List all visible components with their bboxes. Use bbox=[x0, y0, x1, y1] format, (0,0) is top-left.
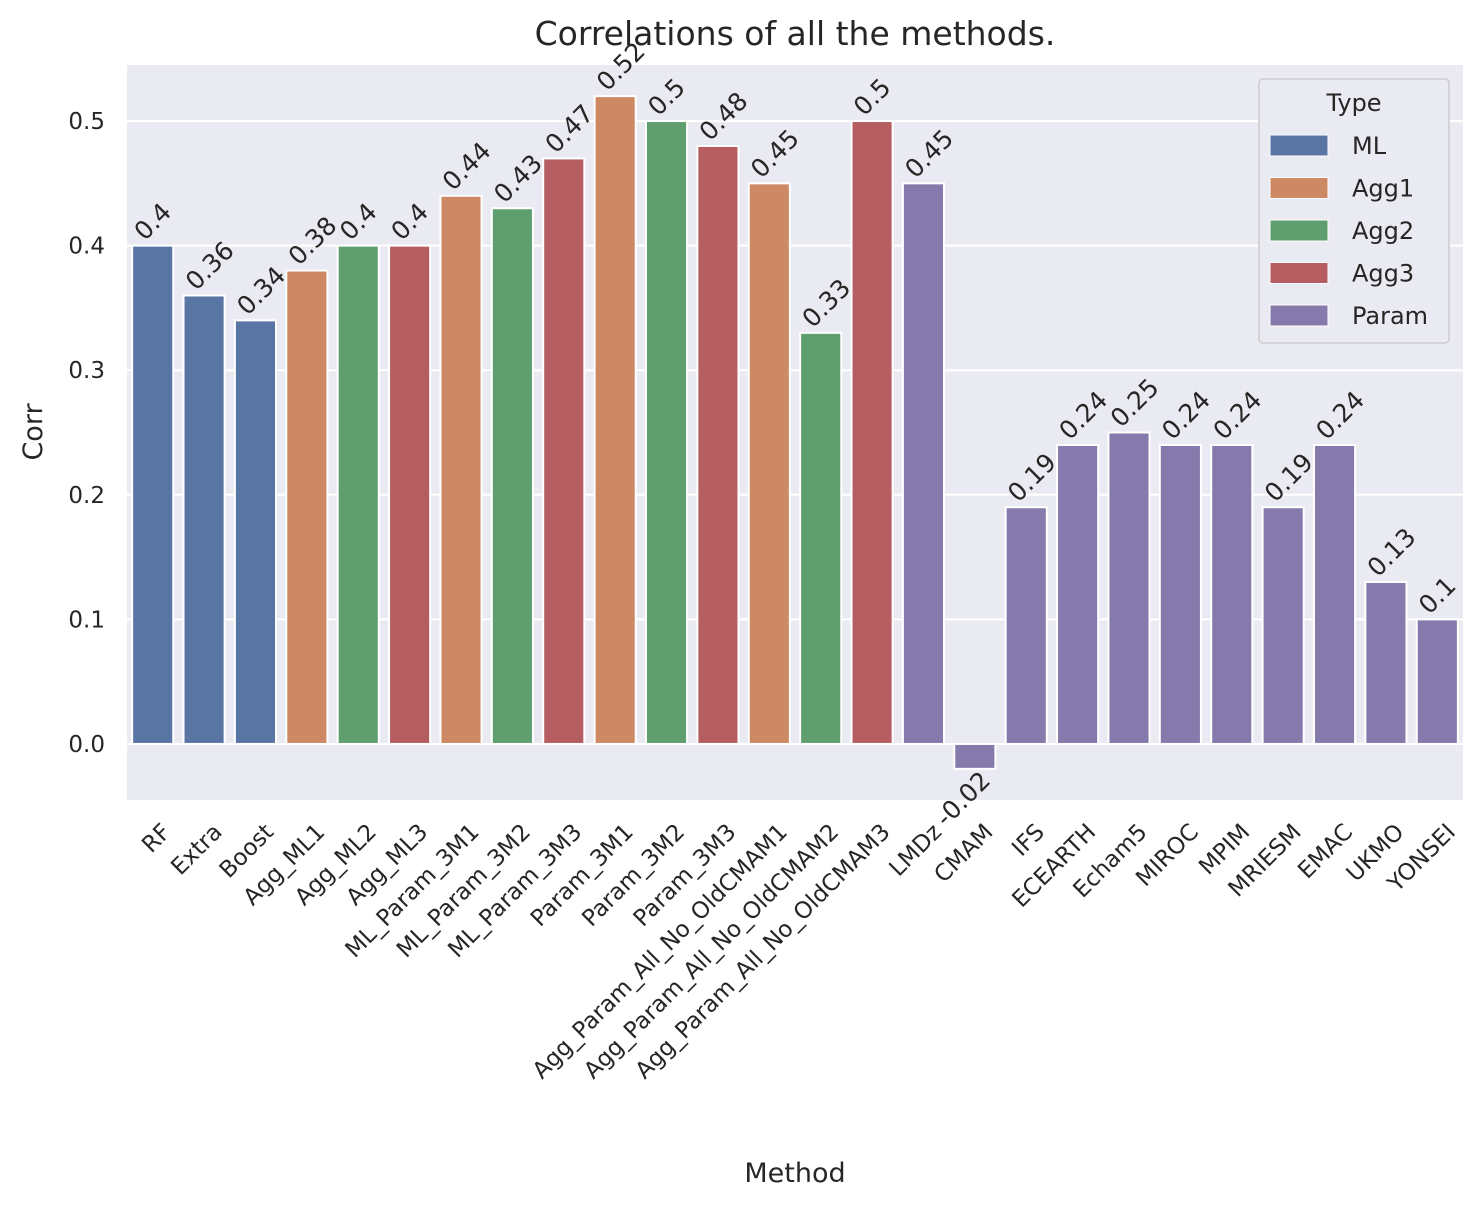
x-tick-label: Extra bbox=[166, 819, 227, 880]
bar bbox=[439, 194, 483, 745]
legend-swatch bbox=[1269, 262, 1329, 284]
bar bbox=[799, 331, 843, 745]
y-axis-title: Corr bbox=[18, 403, 49, 461]
bar bbox=[644, 120, 689, 745]
x-tick-label: RF bbox=[137, 819, 176, 858]
legend-label: Agg2 bbox=[1352, 217, 1414, 245]
bar bbox=[696, 144, 740, 745]
bar bbox=[1364, 580, 1408, 745]
bar bbox=[1004, 506, 1048, 745]
bars bbox=[131, 95, 1459, 770]
bar bbox=[747, 182, 791, 745]
legend-title: Type bbox=[1325, 89, 1381, 117]
bar bbox=[593, 95, 637, 745]
bar bbox=[1312, 443, 1357, 745]
y-tick-label: 0.2 bbox=[68, 483, 105, 509]
bar bbox=[182, 294, 226, 745]
bar bbox=[233, 319, 278, 745]
bar bbox=[953, 742, 997, 770]
bar bbox=[1056, 443, 1100, 745]
bar bbox=[388, 244, 432, 745]
legend-entries: ML Agg1 Agg2 Agg3 Param bbox=[1269, 132, 1428, 330]
bar bbox=[1210, 443, 1254, 745]
bar bbox=[1415, 618, 1459, 745]
legend-label: Param bbox=[1352, 302, 1428, 330]
bar bbox=[850, 120, 894, 745]
legend: Type ML Agg1 Agg2 Agg3 Param bbox=[1258, 78, 1450, 344]
legend-swatch bbox=[1269, 304, 1329, 327]
legend-label: ML bbox=[1352, 132, 1387, 160]
y-tick-label: 0.4 bbox=[68, 234, 105, 260]
y-tick-label: 0.0 bbox=[68, 732, 105, 758]
x-tick-label: CMAM bbox=[929, 819, 998, 888]
bar bbox=[1261, 506, 1305, 745]
x-axis-ticks: RFExtraBoostAgg_ML1Agg_ML2Agg_ML3ML_Para… bbox=[137, 819, 1461, 1084]
y-tick-label: 0.1 bbox=[68, 607, 105, 633]
legend-swatch bbox=[1269, 134, 1329, 157]
bar bbox=[542, 157, 586, 745]
bar bbox=[1158, 443, 1202, 745]
bar bbox=[490, 207, 534, 745]
legend-swatch bbox=[1269, 219, 1329, 242]
legend-swatch bbox=[1269, 177, 1329, 199]
y-tick-label: 0.5 bbox=[68, 109, 105, 135]
bar bbox=[901, 182, 946, 745]
y-axis-ticks: 0.0 0.1 0.2 0.3 0.4 0.5 bbox=[68, 109, 105, 758]
bar bbox=[336, 244, 380, 745]
y-tick-label: 0.3 bbox=[68, 358, 105, 384]
bar bbox=[131, 244, 175, 745]
chart-title: Correlations of all the methods. bbox=[535, 14, 1056, 53]
legend-label: Agg3 bbox=[1352, 260, 1414, 288]
x-tick-label: IFS bbox=[1007, 819, 1050, 862]
x-axis-title: Method bbox=[744, 1158, 845, 1189]
bar bbox=[1107, 431, 1151, 745]
bar bbox=[285, 269, 329, 745]
legend-label: Agg1 bbox=[1352, 175, 1414, 203]
